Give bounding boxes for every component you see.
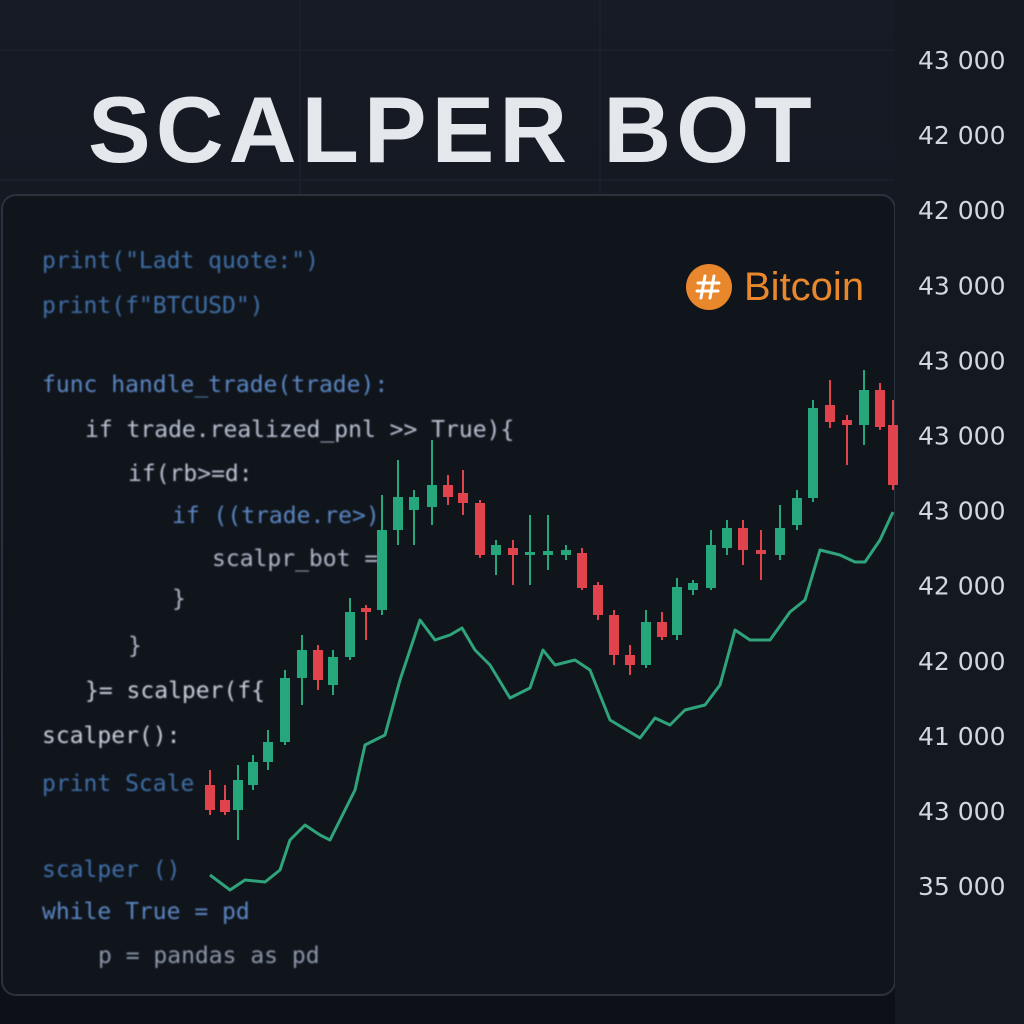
- candle-body: [409, 497, 419, 510]
- price-label: 43 000: [918, 497, 1005, 526]
- candle-body: [345, 612, 355, 657]
- price-label: 43 000: [918, 271, 1005, 300]
- price-label: 35 000: [918, 872, 1005, 901]
- code-line: print("Ladt quote:"): [42, 248, 319, 274]
- candle-body: [706, 545, 716, 588]
- code-line: print Scale: [42, 771, 194, 797]
- candle-body: [248, 762, 258, 785]
- candle-body: [593, 585, 603, 615]
- candle-body: [508, 548, 518, 555]
- candle-body: [842, 420, 852, 425]
- price-label: 43 000: [918, 346, 1005, 375]
- code-line: scalper (): [42, 857, 180, 883]
- price-label: 42 000: [918, 572, 1005, 601]
- candle-body: [561, 550, 571, 555]
- code-line: while True = pd: [42, 899, 250, 925]
- price-label: 42 000: [918, 121, 1005, 150]
- candle-body: [609, 615, 619, 655]
- price-chart: [205, 370, 898, 892]
- candle-body: [475, 503, 485, 555]
- candle-body: [297, 650, 307, 678]
- candle-body: [688, 583, 698, 590]
- code-line: }= scalper(f{: [85, 678, 265, 704]
- candle-body: [875, 390, 885, 427]
- candle-body: [458, 493, 468, 503]
- bitcoin-icon: [686, 264, 732, 310]
- code-line: }: [128, 633, 142, 659]
- candle-body: [443, 485, 453, 497]
- candle-body: [328, 657, 338, 685]
- candle-body: [792, 498, 802, 525]
- price-label: 41 000: [918, 722, 1005, 751]
- code-line: if(rb>=d:: [128, 461, 253, 487]
- title: SCALPER BOT: [88, 77, 817, 182]
- code-line: print(f"BTCUSD"): [42, 293, 264, 319]
- code-line: if trade.realized_pnl >> True){: [85, 417, 514, 443]
- candle-body: [859, 390, 869, 425]
- code-block: print("Ladt quote:") print(f"BTCUSD") func…: [42, 248, 514, 969]
- candle-body: [657, 622, 667, 637]
- price-label: 42 000: [918, 196, 1005, 225]
- code-line: func handle_trade(trade):: [42, 372, 388, 398]
- candle-body: [313, 650, 323, 680]
- candle-body: [888, 425, 898, 485]
- candle-body: [205, 785, 215, 810]
- code-line: p = pandas as pd: [98, 943, 320, 969]
- candle-body: [672, 587, 682, 635]
- price-label: 43 000: [918, 46, 1005, 75]
- candle-body: [491, 545, 501, 555]
- candle-body: [577, 553, 587, 588]
- candle-body: [775, 528, 785, 555]
- code-line: }: [172, 586, 186, 612]
- code-line: if ((trade.re>): [172, 503, 380, 529]
- code-line: scalper():: [42, 723, 180, 749]
- candle-body: [738, 528, 748, 550]
- candle-body: [641, 622, 651, 665]
- candle-body: [825, 405, 835, 422]
- candle-body: [543, 551, 553, 555]
- candle-body: [361, 608, 371, 612]
- candle-body: [427, 485, 437, 507]
- candle-body: [808, 408, 818, 498]
- price-label: 42 000: [918, 647, 1005, 676]
- background-grid: [0, 0, 895, 195]
- price-label: 43 000: [918, 422, 1005, 451]
- candle-body: [722, 528, 732, 548]
- candle-body: [525, 552, 535, 555]
- price-column: [895, 0, 1024, 1024]
- candle-body: [263, 742, 273, 762]
- brand-label: Bitcoin: [744, 265, 864, 309]
- candle-body: [756, 550, 766, 554]
- code-line: scalpr_bot =: [212, 546, 378, 572]
- candle-body: [233, 780, 243, 810]
- candle-body: [625, 655, 635, 665]
- candle-body: [377, 530, 387, 610]
- trend-line: [209, 511, 895, 892]
- candle-body: [280, 678, 290, 742]
- candle-body: [220, 800, 230, 812]
- price-labels: 43 000 42 000 42 000 43 000 43 000 43 000 43 0…: [918, 46, 1005, 901]
- price-label: 43 000: [918, 797, 1005, 826]
- candle-body: [393, 497, 403, 530]
